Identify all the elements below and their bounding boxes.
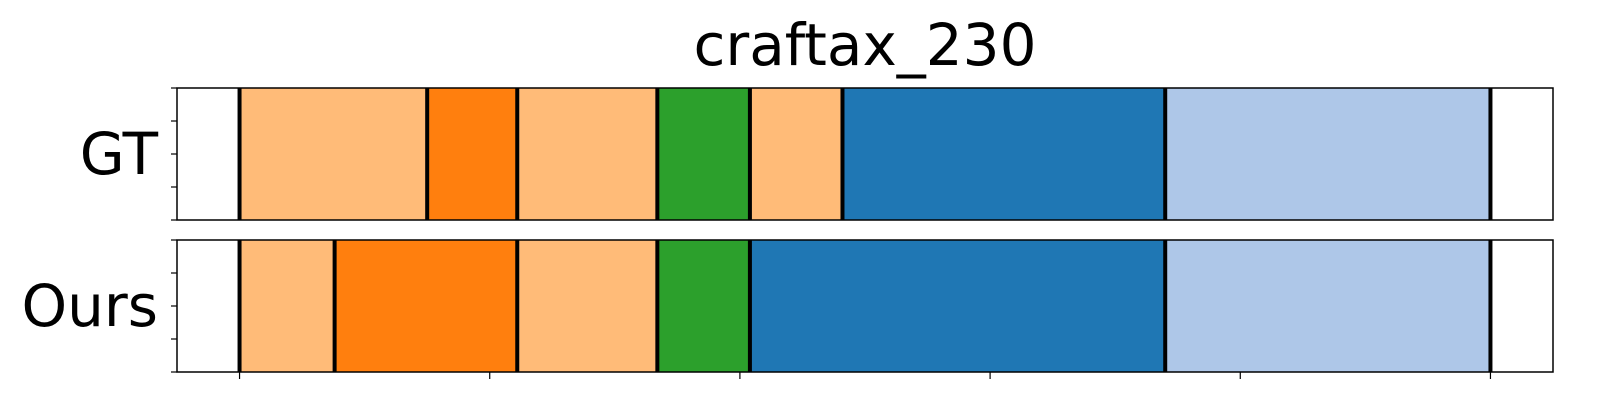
gt-row-label: GT — [80, 120, 159, 188]
ours-row: Ours — [22, 240, 1553, 379]
gt-segment-1 — [240, 88, 428, 220]
ours-x-ticks — [240, 372, 1491, 379]
gt-segment-3 — [517, 88, 657, 220]
gt-y-ticks — [171, 88, 177, 220]
ours-segment-2 — [335, 240, 518, 372]
gt-segment-7 — [1165, 88, 1490, 220]
ours-segment-4 — [657, 240, 750, 372]
ours-row-label: Ours — [22, 272, 158, 340]
ours-segment-5 — [750, 240, 1165, 372]
gt-row: GT — [80, 88, 1553, 220]
ours-segments — [240, 240, 1491, 372]
ours-segment-6 — [1165, 240, 1490, 372]
ours-segment-3 — [517, 240, 657, 372]
ours-segment-1 — [240, 240, 335, 372]
chart-title: craftax_230 — [694, 11, 1037, 79]
gt-segment-4 — [657, 88, 750, 220]
gt-segment-5 — [750, 88, 843, 220]
ours-y-ticks — [171, 240, 177, 372]
gt-segment-2 — [427, 88, 517, 220]
gt-segment-6 — [842, 88, 1165, 220]
